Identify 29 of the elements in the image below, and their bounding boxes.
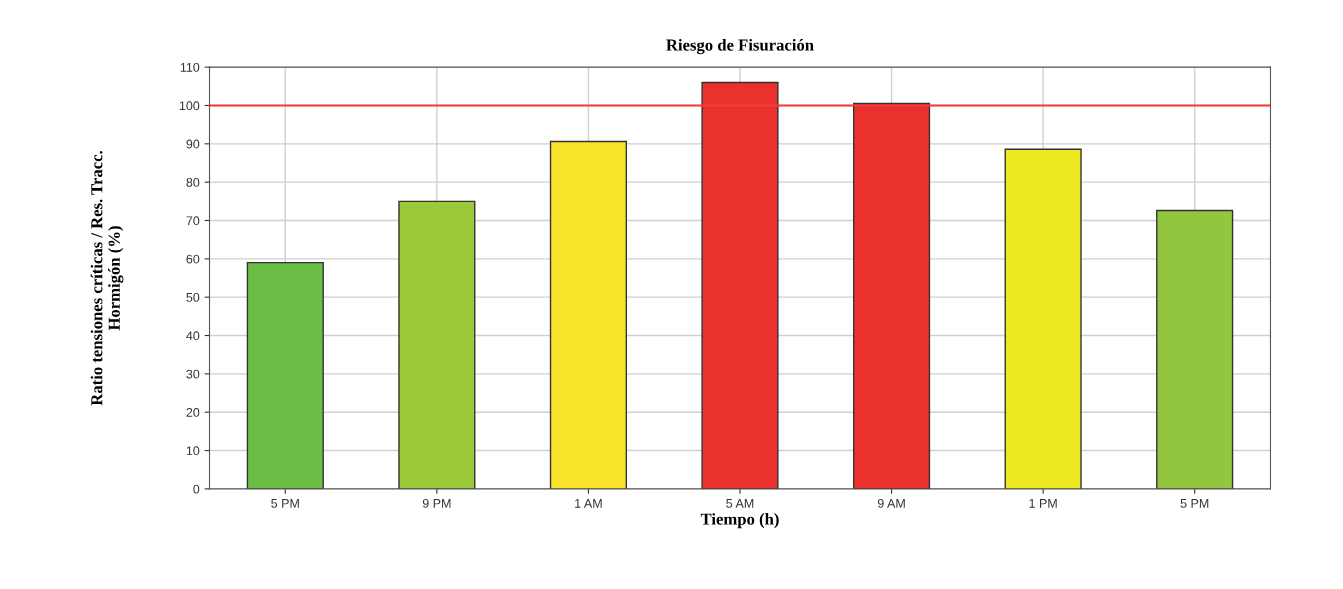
x-axis-title: Tiempo (h) bbox=[700, 513, 779, 529]
y-tick-label: 70 bbox=[186, 216, 200, 226]
y-tick-label: 80 bbox=[186, 177, 200, 187]
bar bbox=[1156, 209, 1234, 489]
y-tick-label: 110 bbox=[180, 62, 200, 72]
y-tick-label: 0 bbox=[193, 484, 200, 494]
x-tick-label: 5 AM bbox=[726, 499, 754, 508]
x-tick-label: 9 PM bbox=[422, 498, 451, 508]
y-tick-label: 60 bbox=[186, 254, 200, 264]
x-tick-label: 9 AM bbox=[877, 498, 905, 508]
y-tick-label: 40 bbox=[186, 331, 200, 341]
x-tick-label: 1 PM bbox=[1029, 499, 1057, 508]
y-tick-label: 20 bbox=[186, 407, 200, 417]
x-tick-label: 5 PM bbox=[271, 499, 299, 508]
bar bbox=[549, 140, 628, 489]
y-axis-title: Ratio tensiones críticas / Res. Tracc. Hormigón (%) bbox=[90, 151, 124, 406]
chart-title: Riesgo de Fisuración bbox=[666, 38, 814, 55]
bar bbox=[398, 200, 476, 489]
bar bbox=[852, 102, 931, 489]
y-tick-label: 30 bbox=[186, 369, 200, 379]
y-tick-label: 90 bbox=[186, 139, 200, 149]
x-tick-label: 1 AM bbox=[575, 499, 602, 508]
y-tick-label: 10 bbox=[186, 446, 200, 456]
bar bbox=[1004, 148, 1082, 489]
bar bbox=[246, 261, 324, 489]
x-tick-label: 5 PM bbox=[1180, 499, 1209, 508]
y-tick-label: 50 bbox=[186, 292, 200, 302]
y-tick-label: 100 bbox=[179, 101, 200, 111]
bar bbox=[701, 81, 779, 489]
